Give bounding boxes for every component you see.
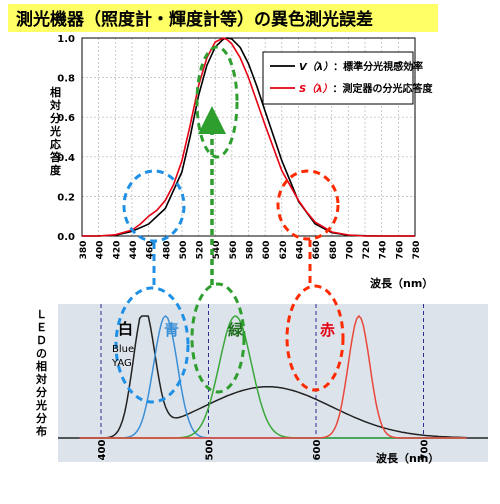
led-sublabel-yag: YAG xyxy=(111,358,132,369)
upper-y-axis-label-char: 光 xyxy=(49,124,61,138)
lower-x-tick-label-1: 500 xyxy=(205,440,216,461)
lower-y-axis-label-char: Ｌ xyxy=(36,308,47,321)
green-ellipse-lower xyxy=(190,282,246,394)
upper-x-tick-label-15: 680 xyxy=(329,241,339,260)
lower-x-tick-label-0: 400 xyxy=(97,440,108,461)
led-label-red: 赤 xyxy=(320,321,335,339)
lower-y-axis-label-char: の xyxy=(36,347,47,360)
blue-ellipse-lower xyxy=(114,286,190,404)
upper-x-tick-label-14: 660 xyxy=(312,241,322,260)
red-ellipse-upper xyxy=(276,169,340,241)
led-sublabel-blue: Blue xyxy=(112,344,134,355)
legend-entry-1: S（λ）：測定器の分光応答度 xyxy=(299,82,434,95)
title-background xyxy=(8,4,438,32)
upper-series-line-1 xyxy=(82,37,415,237)
lower-series xyxy=(79,314,467,439)
lower-series-line-0 xyxy=(79,315,467,439)
lower-x-tick-label-2: 600 xyxy=(312,440,323,461)
upper-y-tick-label-5: 1.0 xyxy=(57,34,75,45)
upper-x-tick-label-5: 480 xyxy=(162,241,172,260)
upper-y-axis-label-char: 相 xyxy=(50,85,61,99)
lower-y-axis-label-char: 対 xyxy=(35,372,47,386)
upper-x-tick-label-19: 760 xyxy=(395,241,405,260)
lower-y-axis-label-char: 相 xyxy=(36,359,47,373)
upper-x-tick-label-0: 380 xyxy=(79,241,89,260)
lower-x-axis-label: 波長（nm） xyxy=(376,451,439,465)
upper-x-tick-label-9: 560 xyxy=(229,241,239,260)
chart-title: 測光機器（照度計・輝度計等）の異色測光誤差 xyxy=(16,9,373,30)
upper-x-tick-label-3: 440 xyxy=(129,241,139,260)
upper-axes: 0.0 0.2 0.4 0.6 0.8 1.0 380 400 420 440 460 480 500 5… xyxy=(57,34,422,259)
lower-y-axis-label-char: Ｅ xyxy=(36,321,47,334)
upper-x-axis-label: 波長（nm） xyxy=(370,276,433,290)
upper-x-tick-label-16: 700 xyxy=(345,241,355,260)
led-label-blue: 青 xyxy=(164,321,179,339)
legend-label-1: ：測定器の分光応答度 xyxy=(333,82,434,95)
lower-y-axis-label-char: Ｄ xyxy=(36,334,47,347)
upper-y-axis-label-char: 分 xyxy=(50,111,61,125)
legend-symbol-0: V（λ） xyxy=(299,61,333,73)
led-label-white: 白 xyxy=(118,320,133,338)
upper-y-axis-label: 相対分光応答度 xyxy=(49,85,62,177)
upper-y-axis-label-char: 対 xyxy=(49,98,61,112)
upper-x-tick-label-7: 520 xyxy=(196,241,206,260)
overlays: 白 Blue YAG 青 緑 赤 xyxy=(111,45,345,404)
upper-plot-frame xyxy=(81,37,416,237)
upper-x-tick-label-10: 580 xyxy=(246,241,256,260)
upper-y-axis-label-char: 応 xyxy=(50,137,61,151)
legend-entry-0: V（λ）：標準分光視感効率 xyxy=(299,60,423,73)
upper-x-tick-label-1: 400 xyxy=(96,241,106,260)
upper-y-tick-label-0: 0.0 xyxy=(57,232,75,243)
upper-x-tick-label-8: 540 xyxy=(212,241,222,260)
upper-x-tick-label-11: 600 xyxy=(262,241,272,260)
legend-label-0: ：標準分光視感効率 xyxy=(333,60,423,73)
upper-y-tick-label-1: 0.2 xyxy=(57,192,75,203)
blue-ellipse-upper xyxy=(122,169,186,243)
lower-y-axis-label-char: 分 xyxy=(36,385,47,399)
upper-series xyxy=(81,37,415,237)
upper-x-tick-label-12: 620 xyxy=(279,241,289,260)
upper-x-tick-label-17: 720 xyxy=(362,241,372,260)
upper-x-tick-label-6: 500 xyxy=(179,241,189,260)
upper-x-tick-label-2: 420 xyxy=(112,241,122,260)
upper-x-tick-label-20: 780 xyxy=(412,241,422,260)
legend-box xyxy=(262,51,414,105)
red-ellipse-lower xyxy=(285,284,345,392)
lower-y-axis-label: ＬＥＤの相対分光分布 xyxy=(35,308,47,438)
legend-symbol-1: S（λ） xyxy=(299,83,333,95)
upper-y-axis-label-char: 答 xyxy=(50,150,62,164)
upper-y-tick-label-4: 0.8 xyxy=(57,74,75,85)
upper-x-tick-label-13: 640 xyxy=(295,241,305,260)
upper-x-tick-label-4: 460 xyxy=(146,241,156,260)
green-ellipse-upper xyxy=(195,45,239,159)
lower-series-line-3 xyxy=(79,314,467,439)
lower-y-axis-label-char: 布 xyxy=(36,424,47,438)
upper-y-tick-label-2: 0.4 xyxy=(57,153,75,164)
upper-y-tick-label-3: 0.6 xyxy=(57,113,75,124)
lower-x-tick-label-3: 700 xyxy=(420,440,431,461)
led-label-green: 緑 xyxy=(228,321,244,339)
upper-x-tick-label-18: 740 xyxy=(379,241,389,260)
upper-y-axis-label-char: 度 xyxy=(50,163,62,177)
lower-y-axis-label-char: 光 xyxy=(35,398,47,412)
lower-y-axis-label-char: 分 xyxy=(36,411,47,425)
